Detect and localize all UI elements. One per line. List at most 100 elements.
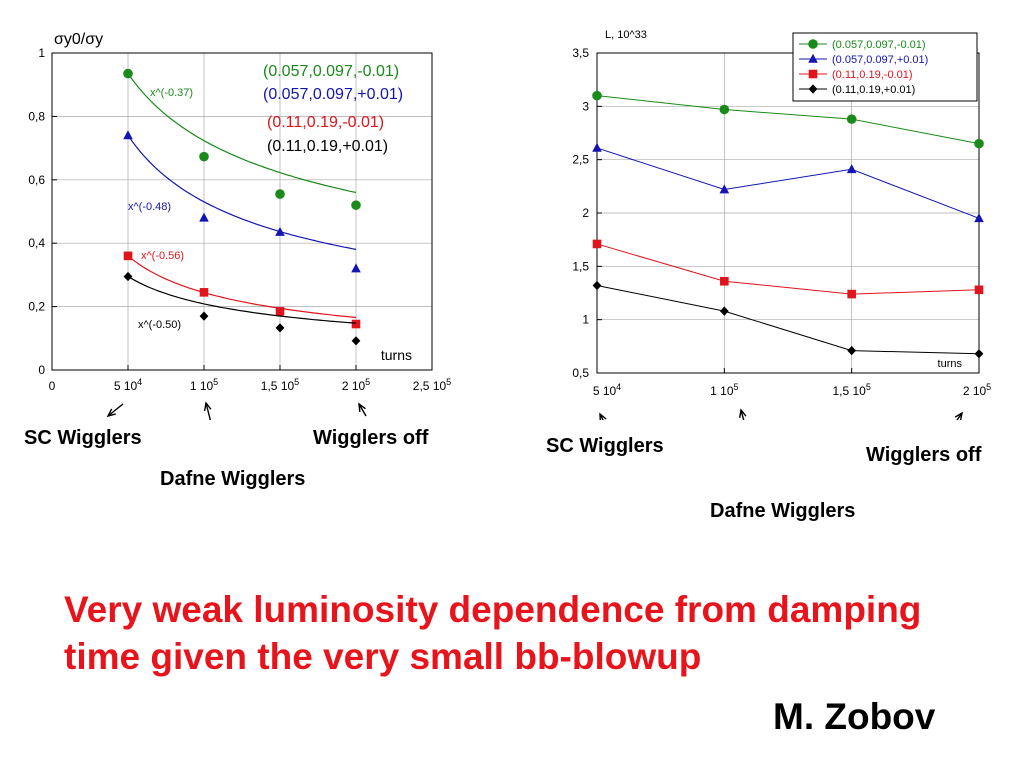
right-data-point xyxy=(847,289,856,299)
right-data-point xyxy=(846,114,857,124)
right-series-4 xyxy=(592,280,984,359)
left-x-tick-label: 0 xyxy=(49,379,56,393)
right-legend-label: (0.11,0.19,-0.01) xyxy=(832,69,913,81)
left-dafne-wigglers-arrow xyxy=(203,401,212,420)
right-data-point xyxy=(592,142,602,152)
right-sc-wigglers-label: SC Wigglers xyxy=(546,435,664,457)
left-ticks: 0 5 104 1 105 1,5 105 2 105 2,5 105 0 0,2 0,4 0,6… xyxy=(28,46,451,393)
left-fit-curve xyxy=(127,255,357,319)
right-series-1 xyxy=(592,90,984,149)
left-wigglers-off-label: Wigglers off xyxy=(313,427,429,449)
left-x-tick-label: 5 104 xyxy=(114,377,142,393)
left-series-2: x^(-0.48) xyxy=(123,130,361,273)
right-data-point xyxy=(974,285,984,295)
right-data-point xyxy=(847,346,857,356)
right-y-tick-label: 2 xyxy=(582,206,589,220)
right-data-point xyxy=(974,213,984,223)
left-data-point xyxy=(199,151,209,162)
author-name: M. Zobov xyxy=(773,696,936,737)
left-y-axis-label: σy0/σy xyxy=(54,31,103,48)
left-series-4: x^(-0.50) xyxy=(123,271,361,346)
left-legend-entry: (0.057,0.097,-0.01) xyxy=(263,63,399,80)
right-y-tick-label: 3 xyxy=(582,99,589,113)
right-x-tick-label: 1,5 105 xyxy=(832,382,870,398)
left-y-tick-label: 0,4 xyxy=(28,236,45,250)
left-legend: (0.057,0.097,-0.01) (0.057,0.097,+0.01) (0… xyxy=(263,63,403,155)
left-data-point xyxy=(275,189,285,199)
left-y-tick-label: 1 xyxy=(38,46,45,60)
right-data-point xyxy=(974,138,984,149)
left-data-point xyxy=(123,68,133,79)
left-fit-label: x^(-0.37) xyxy=(150,87,193,99)
right-series-line xyxy=(596,147,980,219)
left-x-axis-label: turns xyxy=(381,347,412,363)
right-y-tick-label: 3,5 xyxy=(572,46,589,60)
right-ticks: 5 104 1 105 1,5 105 2 105 0,5 1 1,5 2 2,5 3 3,5 xyxy=(572,46,991,398)
right-series-3 xyxy=(592,239,984,299)
left-plot-frame xyxy=(51,52,433,371)
right-wigglers-off-arrow xyxy=(954,411,963,420)
right-data-point xyxy=(846,164,857,174)
right-legend-marker xyxy=(808,39,818,49)
right-legend-entry: (0.057,0.097,-0.01) xyxy=(799,39,926,51)
left-x-tick-label: 2 105 xyxy=(342,377,370,393)
right-legend-label: (0.057,0.097,-0.01) xyxy=(832,39,926,51)
left-y-tick-label: 0,2 xyxy=(28,300,45,314)
right-data-point xyxy=(719,184,730,194)
right-series-line xyxy=(596,243,980,295)
left-fit-label: x^(-0.56) xyxy=(141,250,184,262)
left-fit-curve xyxy=(127,73,357,194)
left-x-tick-label: 2,5 105 xyxy=(413,377,451,393)
right-legend-label: (0.057,0.097,+0.01) xyxy=(832,54,928,66)
left-data-point xyxy=(199,288,209,297)
left-fit-curve xyxy=(127,275,357,324)
right-dafne-wigglers-label: Dafne Wigglers xyxy=(710,500,856,522)
left-y-tick-label: 0,6 xyxy=(28,173,45,187)
left-sc-wigglers-arrow xyxy=(106,403,124,418)
right-sc-wigglers-arrow xyxy=(599,412,607,420)
left-legend-entry: (0.057,0.097,+0.01) xyxy=(263,86,403,103)
left-data-point xyxy=(123,130,133,140)
conclusion-text: Very weak luminosity dependence from dam… xyxy=(64,589,922,677)
right-legend: (0.057,0.097,-0.01) (0.057,0.097,+0.01) (0… xyxy=(792,32,978,102)
right-wigglers-off-label: Wigglers off xyxy=(866,444,982,466)
right-dafne-wigglers-arrow xyxy=(739,408,747,420)
left-fit-label: x^(-0.48) xyxy=(128,201,171,213)
right-y-tick-label: 2,5 xyxy=(572,153,589,167)
right-data-point xyxy=(592,239,602,249)
left-data-point xyxy=(199,212,209,222)
right-legend-marker xyxy=(808,84,818,94)
left-sc-wigglers-label: SC Wigglers xyxy=(24,427,142,449)
left-fit-label: x^(-0.50) xyxy=(138,319,181,331)
right-legend-entry: (0.11,0.19,+0.01) xyxy=(799,84,915,96)
left-data-point xyxy=(275,323,285,333)
left-series-1: x^(-0.37) xyxy=(123,68,361,210)
right-data-point xyxy=(592,90,602,101)
left-data-point xyxy=(351,263,361,273)
left-y-tick-label: 0 xyxy=(38,363,45,377)
left-x-tick-label: 1,5 105 xyxy=(261,377,299,393)
left-data-point xyxy=(123,271,133,282)
left-data-point xyxy=(351,200,361,210)
right-data-point xyxy=(719,104,730,115)
right-y-axis-label: L, 10^33 xyxy=(605,29,647,41)
right-x-axis-label: turns xyxy=(938,358,963,370)
right-series-line xyxy=(596,285,980,355)
right-x-tick-label: 5 104 xyxy=(593,382,621,398)
right-legend-marker xyxy=(808,69,818,79)
left-gridlines xyxy=(52,53,432,370)
left-dafne-wigglers-label: Dafne Wigglers xyxy=(160,468,306,490)
left-y-tick-label: 0,8 xyxy=(28,109,45,123)
right-y-tick-label: 0,5 xyxy=(572,366,589,380)
left-data-point xyxy=(275,226,285,236)
left-data-point xyxy=(199,311,209,321)
right-data-point xyxy=(719,306,729,316)
left-chart: 0 5 104 1 105 1,5 105 2 105 2,5 105 0 0,2 0,4 0,6… xyxy=(28,31,451,420)
right-x-tick-label: 2 105 xyxy=(963,382,991,398)
right-legend-entry: (0.057,0.097,+0.01) xyxy=(799,53,928,66)
left-series-3: x^(-0.56) xyxy=(123,250,361,329)
right-legend-marker xyxy=(808,53,818,63)
left-data-point xyxy=(351,336,361,346)
left-wigglers-off-arrow xyxy=(358,402,367,417)
right-x-tick-label: 1 105 xyxy=(710,382,738,398)
